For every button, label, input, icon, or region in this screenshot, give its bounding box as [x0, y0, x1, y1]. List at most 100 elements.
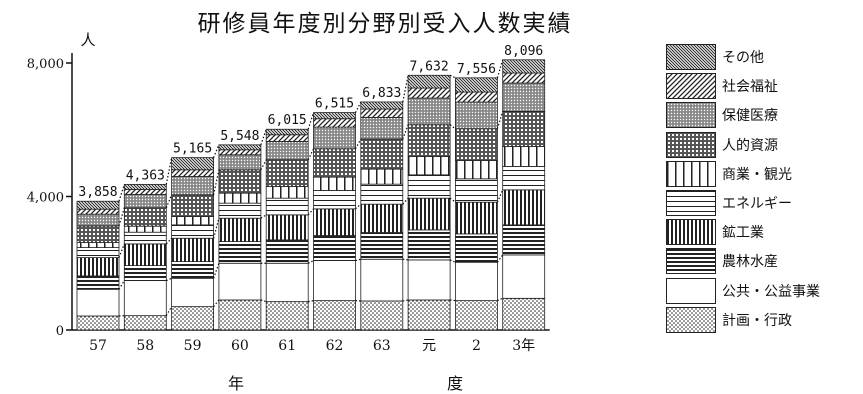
- bar-segment: [172, 176, 214, 194]
- connector-line: [403, 75, 408, 102]
- legend-swatch: [666, 73, 716, 99]
- connector-line: [119, 244, 124, 258]
- bar-segment: [77, 209, 119, 214]
- bar-segment: [219, 218, 261, 241]
- connector-line: [403, 259, 408, 260]
- bar-segment: [455, 262, 497, 300]
- bar-segment: [314, 261, 356, 301]
- x-tick-label: 2: [472, 338, 481, 354]
- bar-segment: [172, 158, 214, 170]
- x-tick-label: 3年: [512, 338, 535, 354]
- data-label-total: 5,548: [220, 129, 259, 144]
- connector-line: [214, 170, 219, 195]
- bar-segment: [408, 175, 450, 198]
- bar-segment: [266, 129, 308, 135]
- legend-item: 鉱工業: [666, 219, 861, 245]
- bar-segment: [361, 204, 403, 232]
- legend-item: 農林水産: [666, 248, 861, 274]
- connector-line: [497, 298, 502, 300]
- x-tick-label: 元: [422, 338, 436, 354]
- legend-swatch: [666, 190, 716, 216]
- connector-line: [497, 60, 502, 78]
- legend-item: 人的資源: [666, 132, 861, 158]
- bar-segment: [266, 240, 308, 263]
- bar-segment: [266, 215, 308, 240]
- data-label-total: 7,632: [410, 59, 449, 74]
- data-label-total: 6,833: [362, 86, 401, 101]
- bar-segment: [503, 83, 545, 111]
- bar-segment: [455, 160, 497, 178]
- bar-segment: [77, 226, 119, 243]
- data-label-total: 5,165: [173, 142, 212, 157]
- connector-line: [450, 75, 455, 78]
- x-tick-label: 61: [278, 338, 296, 354]
- bar-segment: [219, 242, 261, 264]
- bar-segment: [314, 209, 356, 236]
- bar-segment: [219, 203, 261, 218]
- connector-line: [308, 261, 313, 264]
- bar-segment: [314, 236, 356, 261]
- legend-swatch: [666, 248, 716, 274]
- legend-item: エネルギー: [666, 190, 861, 216]
- connector-line: [166, 158, 171, 185]
- bar-segment: [455, 78, 497, 92]
- bar-segment: [408, 88, 450, 98]
- connector-line: [166, 238, 171, 244]
- bar-segment: [172, 238, 214, 261]
- bar-segment: [455, 301, 497, 330]
- data-label-total: 6,515: [315, 97, 354, 112]
- bar-segment: [219, 170, 261, 193]
- bar-segment: [124, 232, 166, 244]
- connector-line: [261, 215, 266, 218]
- bar-segment: [124, 194, 166, 207]
- bar-segment: [314, 113, 356, 119]
- bar-segment: [77, 316, 119, 330]
- y-tick-label: 4,000: [27, 191, 64, 206]
- legend-label: その他: [722, 47, 764, 67]
- bar-segment: [503, 225, 545, 255]
- connector-line: [214, 300, 219, 307]
- bar-segment: [124, 316, 166, 330]
- connector-line: [497, 255, 502, 262]
- x-tick-label: 63: [373, 338, 391, 354]
- bar-segment: [77, 201, 119, 209]
- data-label-total: 6,015: [268, 113, 307, 128]
- bar-segment: [361, 169, 403, 184]
- legend-swatch: [666, 44, 716, 70]
- bar-segment: [219, 263, 261, 300]
- connector-line: [119, 184, 124, 201]
- bar-segment: [219, 150, 261, 155]
- legend-item: 社会福祉: [666, 73, 861, 99]
- connector-line: [308, 113, 313, 130]
- bar-segment: [219, 193, 261, 203]
- bar-segment: [314, 301, 356, 330]
- legend-label: 農林水産: [722, 251, 778, 271]
- connector-line: [214, 263, 219, 278]
- bar-segment: [455, 234, 497, 262]
- data-label-total: 7,556: [457, 62, 496, 77]
- legend-swatch: [666, 278, 716, 304]
- chart-title: 研修員年度別分野別受入人数実績: [185, 4, 585, 38]
- bar-segment: [77, 248, 119, 258]
- connector-line: [308, 149, 313, 160]
- x-axis-label-right: 度: [447, 370, 463, 394]
- bar-segment: [408, 125, 450, 157]
- connector-line: [450, 300, 455, 301]
- bar-segment: [172, 225, 214, 238]
- x-axis-label-left: 年: [228, 370, 244, 394]
- connector-line: [119, 208, 124, 226]
- bar-segment: [77, 214, 119, 226]
- connector-line: [450, 260, 455, 262]
- bar-segment: [408, 300, 450, 330]
- connector-line: [356, 139, 361, 149]
- bars: [77, 60, 545, 330]
- bar-segment: [266, 263, 308, 301]
- x-tick-label: 58: [136, 338, 154, 354]
- connector-line: [308, 301, 313, 302]
- legend-swatch: [666, 219, 716, 245]
- bar-segment: [408, 230, 450, 260]
- bar-segment: [172, 307, 214, 330]
- y-tick-label: 0: [56, 324, 64, 339]
- bar-segment: [314, 119, 356, 127]
- connector-line: [403, 300, 408, 301]
